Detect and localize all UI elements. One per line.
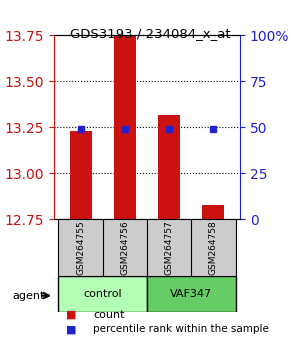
Text: GSM264755: GSM264755 <box>76 221 85 275</box>
Text: VAF347: VAF347 <box>170 289 212 299</box>
Text: percentile rank within the sample: percentile rank within the sample <box>93 324 269 334</box>
Text: GSM264757: GSM264757 <box>165 221 174 275</box>
Text: agent: agent <box>12 291 44 301</box>
Bar <box>158 115 180 219</box>
Bar <box>202 205 224 219</box>
FancyBboxPatch shape <box>58 276 147 312</box>
FancyBboxPatch shape <box>103 219 147 276</box>
Text: count: count <box>93 310 124 320</box>
Bar <box>70 131 92 219</box>
Text: GSM264758: GSM264758 <box>209 221 218 275</box>
Text: ■: ■ <box>66 324 76 334</box>
Text: GDS3193 / 234084_x_at: GDS3193 / 234084_x_at <box>70 27 230 40</box>
Text: ■: ■ <box>66 310 76 320</box>
FancyBboxPatch shape <box>58 219 103 276</box>
Text: GSM264756: GSM264756 <box>120 221 129 275</box>
FancyBboxPatch shape <box>191 219 236 276</box>
Bar <box>114 35 136 219</box>
Text: control: control <box>83 289 122 299</box>
FancyBboxPatch shape <box>147 219 191 276</box>
FancyBboxPatch shape <box>147 276 236 312</box>
